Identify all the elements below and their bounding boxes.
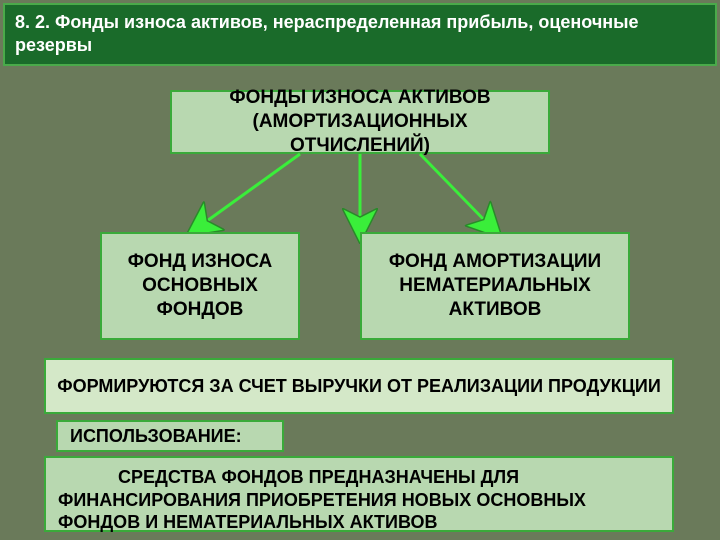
purpose-box-text-inner: СРЕДСТВА ФОНДОВ ПРЕДНАЗНАЧЕНЫ ДЛЯ ФИНАНС… [58, 467, 586, 532]
usage-label-box: ИСПОЛЬЗОВАНИЕ: [56, 420, 284, 452]
title-box-text: ФОНДЫ ИЗНОСА АКТИВОВ (АМОРТИЗАЦИОННЫХ ОТ… [180, 86, 540, 157]
formation-box: ФОРМИРУЮТСЯ ЗА СЧЕТ ВЫРУЧКИ ОТ РЕАЛИЗАЦИ… [44, 358, 674, 414]
right-box: ФОНД АМОРТИЗАЦИИ НЕМАТЕРИАЛЬНЫХ АКТИВОВ [360, 232, 630, 340]
section-header: 8. 2. Фонды износа активов, нераспределе… [3, 3, 717, 66]
purpose-box: СРЕДСТВА ФОНДОВ ПРЕДНАЗНАЧЕНЫ ДЛЯ ФИНАНС… [44, 456, 674, 532]
title-box: ФОНДЫ ИЗНОСА АКТИВОВ (АМОРТИЗАЦИОННЫХ ОТ… [170, 90, 550, 154]
section-header-text: 8. 2. Фонды износа активов, нераспределе… [15, 12, 639, 55]
left-box: ФОНД ИЗНОСА ОСНОВНЫХ ФОНДОВ [100, 232, 300, 340]
purpose-box-text: СРЕДСТВА ФОНДОВ ПРЕДНАЗНАЧЕНЫ ДЛЯ ФИНАНС… [58, 466, 660, 534]
formation-box-text: ФОРМИРУЮТСЯ ЗА СЧЕТ ВЫРУЧКИ ОТ РЕАЛИЗАЦИ… [57, 375, 661, 398]
left-box-text: ФОНД ИЗНОСА ОСНОВНЫХ ФОНДОВ [110, 250, 290, 321]
usage-label-text: ИСПОЛЬЗОВАНИЕ: [70, 425, 242, 448]
right-box-text: ФОНД АМОРТИЗАЦИИ НЕМАТЕРИАЛЬНЫХ АКТИВОВ [370, 250, 620, 321]
